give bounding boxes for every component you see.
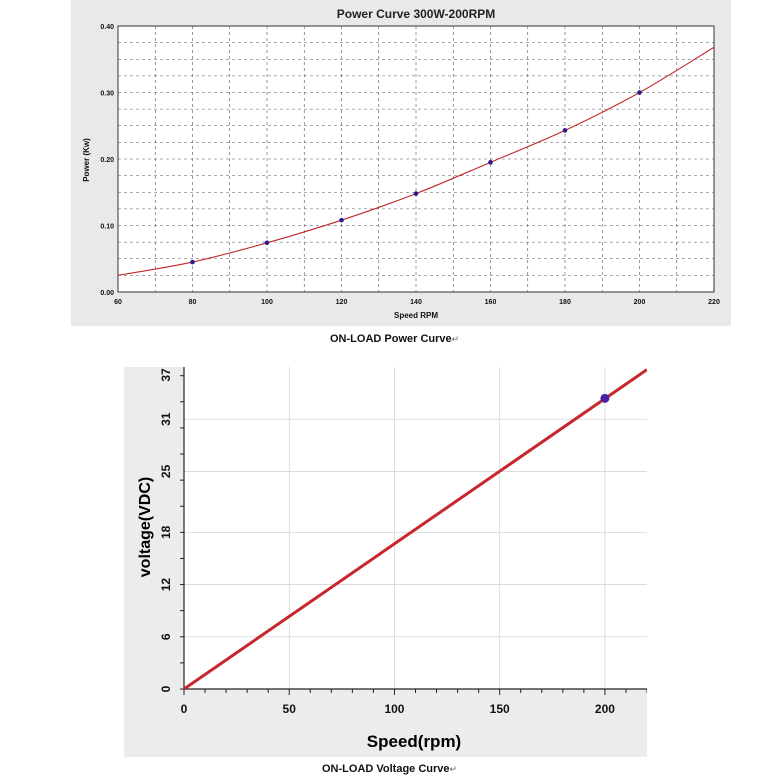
voltage-chart: 0 50 100 150 200 0 6 12 18 25 31 37 Speed(rpm) vol… bbox=[137, 367, 647, 751]
power-x-tick-label: 160 bbox=[485, 299, 497, 306]
power-data-point bbox=[562, 128, 568, 133]
voltage-data-point bbox=[600, 393, 610, 403]
power-x-tick-label: 200 bbox=[634, 299, 646, 306]
voltage-x-ticks: 0 50 100 150 200 bbox=[181, 702, 616, 716]
power-data-point bbox=[264, 240, 270, 246]
voltage-y-tick-label: 37 bbox=[159, 368, 173, 382]
power-data-point bbox=[488, 160, 493, 165]
voltage-caption-text: ON-LOAD Voltage Curve bbox=[322, 763, 450, 775]
power-x-tick-label: 140 bbox=[410, 299, 422, 306]
power-x-axis-label: Speed RPM bbox=[394, 311, 438, 320]
power-y-tick-label: 0.00 bbox=[100, 290, 114, 297]
power-chart: 60 80 100 120 140 160 180 200 220 0.000.100.200.… bbox=[82, 7, 720, 320]
power-x-tick-label: 120 bbox=[336, 299, 348, 306]
return-glyph-icon: ↵ bbox=[451, 334, 460, 344]
power-y-axis-label: Power (Kw) bbox=[82, 138, 91, 182]
voltage-caption: ON-LOAD Voltage Curve↵ bbox=[322, 763, 457, 775]
voltage-x-tick-label: 50 bbox=[283, 702, 297, 716]
power-curve-line bbox=[117, 46, 715, 276]
voltage-grid bbox=[184, 367, 647, 689]
power-x-tick-label: 80 bbox=[189, 299, 197, 306]
power-y-tick-label: 0.40 bbox=[100, 24, 114, 31]
voltage-y-tick-label: 0 bbox=[159, 685, 173, 692]
voltage-y-axis-label: voltage(VDC) bbox=[137, 477, 154, 577]
voltage-x-tick-label: 150 bbox=[490, 702, 510, 716]
power-y-ticks: 0.00 0.10 0.20 0.30 0.40 bbox=[100, 24, 114, 297]
voltage-y-tick-label: 25 bbox=[159, 464, 173, 478]
power-y-tick-label: 0.20 bbox=[100, 157, 114, 164]
power-chart-title: Power Curve 300W-200RPM bbox=[337, 7, 495, 21]
power-y-tick-label: 0.30 bbox=[100, 91, 114, 98]
power-chart-panel: 60 80 100 120 140 160 180 200 220 0.00 0.10 0.20 0.… bbox=[71, 0, 731, 326]
voltage-x-tick-label: 0 bbox=[181, 702, 188, 716]
power-curve-group bbox=[117, 46, 715, 276]
voltage-y-ticks: 0 6 12 18 25 31 37 bbox=[159, 368, 173, 692]
voltage-chart-panel: 0 50 100 150 200 0 6 12 18 25 31 37 Speed(rpm) vol… bbox=[124, 367, 647, 757]
power-points bbox=[190, 90, 642, 265]
return-glyph-icon: ↵ bbox=[449, 764, 458, 774]
power-axes bbox=[117, 25, 715, 293]
voltage-x-tick-label: 100 bbox=[384, 702, 404, 716]
voltage-y-tick-label: 6 bbox=[159, 633, 173, 640]
power-y-tick-label: 0.10 bbox=[100, 224, 114, 231]
power-x-tick-label: 220 bbox=[708, 299, 720, 306]
power-x-ticks: 60 80 100 120 140 160 180 200 220 bbox=[114, 299, 720, 306]
voltage-y-tick-label: 18 bbox=[159, 525, 173, 539]
power-x-tick-label: 100 bbox=[261, 299, 273, 306]
power-caption-text: ON-LOAD Power Curve bbox=[330, 333, 452, 345]
power-data-point bbox=[339, 217, 344, 223]
voltage-line bbox=[183, 368, 647, 691]
power-data-point bbox=[637, 90, 642, 95]
power-plot-border bbox=[117, 25, 715, 293]
voltage-y-tick-label: 12 bbox=[159, 578, 173, 592]
power-x-tick-label: 60 bbox=[114, 299, 122, 306]
voltage-y-tick-label: 31 bbox=[159, 412, 173, 426]
power-x-tick-label: 180 bbox=[559, 299, 571, 306]
voltage-line-group bbox=[183, 368, 647, 691]
power-caption: ON-LOAD Power Curve↵ bbox=[330, 333, 459, 345]
voltage-x-axis-label: Speed(rpm) bbox=[367, 732, 461, 751]
power-data-point bbox=[413, 191, 419, 196]
voltage-x-tick-label: 200 bbox=[595, 702, 615, 716]
voltage-axes bbox=[180, 367, 647, 695]
power-data-point bbox=[190, 259, 195, 265]
